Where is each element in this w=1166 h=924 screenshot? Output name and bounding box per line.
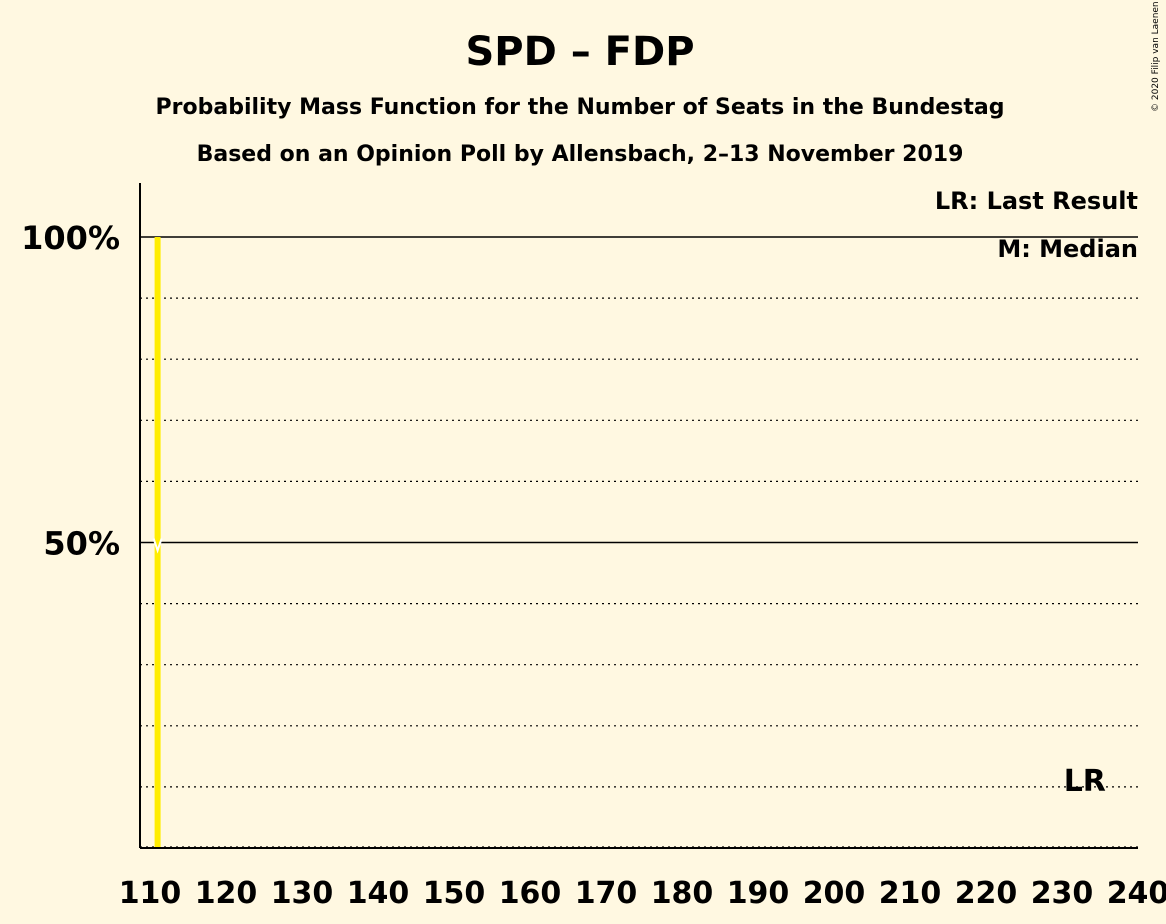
- last-result-label: LR: [1064, 764, 1106, 799]
- legend-median: M: Median: [997, 235, 1138, 263]
- x-tick-labels: 110 120 130 140 150 160 170 180 190 200 210 220 230 2…: [119, 876, 1166, 911]
- legend-last-result: LR: Last Result: [935, 187, 1138, 215]
- x-tick-label-110: 110: [119, 876, 182, 911]
- x-tick-label-200: 200: [803, 876, 866, 911]
- median-marker: [152, 538, 163, 554]
- x-tick-label-180: 180: [651, 876, 714, 911]
- x-tick-label-170: 170: [575, 876, 638, 911]
- x-tick-label-210: 210: [879, 876, 942, 911]
- x-tick-label-190: 190: [727, 876, 790, 911]
- x-tick-label-240: 240: [1107, 876, 1166, 911]
- x-tick-label-140: 140: [347, 876, 410, 911]
- markers: LR: [152, 538, 1106, 799]
- copyright-notice: © 2020 Filip van Laenen: [1151, 1, 1161, 112]
- chart-subtitle-1: Probability Mass Function for the Number…: [156, 95, 1005, 120]
- gridlines: [140, 236, 1138, 848]
- bar-seats-111: [154, 237, 161, 848]
- chart-subtitle-2: Based on an Opinion Poll by Allensbach, …: [197, 142, 964, 167]
- x-tick-label-220: 220: [955, 876, 1018, 911]
- y-tick-label-50: 50%: [43, 525, 120, 563]
- y-tick-labels: 100% 50%: [21, 219, 120, 563]
- bars: [154, 237, 161, 848]
- x-tick-label-130: 130: [271, 876, 334, 911]
- axes: [139, 183, 1138, 849]
- chart-title: SPD – FDP: [465, 29, 694, 75]
- x-tick-label-150: 150: [423, 876, 486, 911]
- y-tick-label-100: 100%: [21, 219, 120, 257]
- x-tick-label-160: 160: [499, 876, 562, 911]
- x-tick-label-230: 230: [1031, 876, 1094, 911]
- x-tick-label-120: 120: [195, 876, 258, 911]
